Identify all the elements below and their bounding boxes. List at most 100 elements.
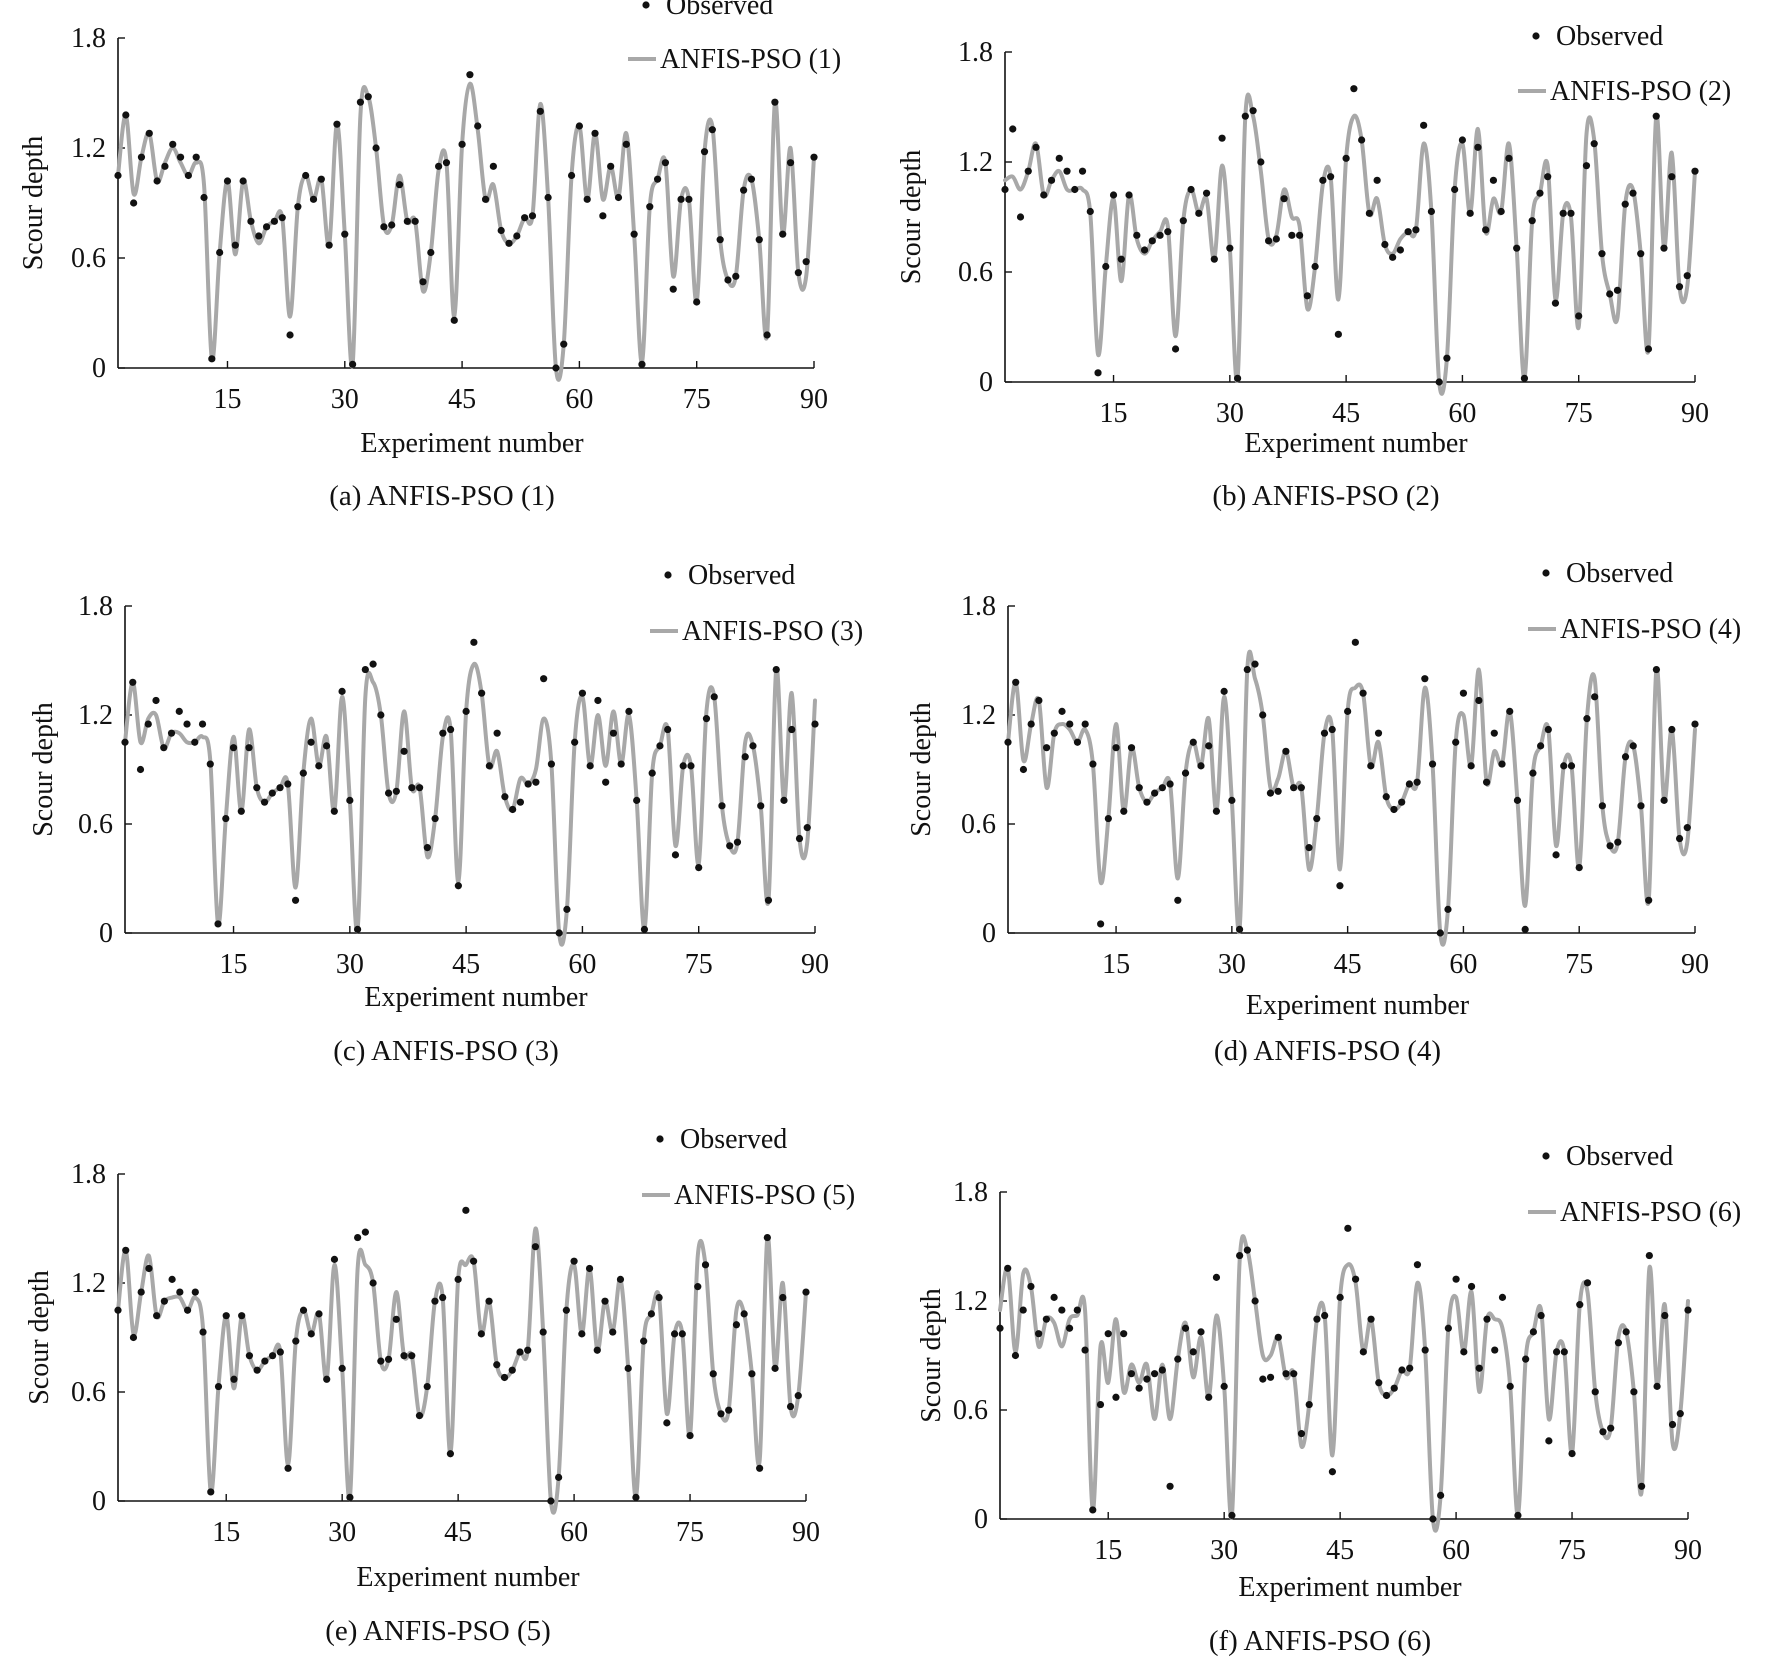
observed-point xyxy=(1202,189,1211,197)
observed-point xyxy=(1086,207,1094,216)
observed-point xyxy=(1228,1511,1236,1519)
observed-point xyxy=(191,1288,199,1296)
observed-point xyxy=(788,725,796,734)
observed-point xyxy=(377,711,385,719)
observed-point xyxy=(780,796,788,804)
observed-point xyxy=(539,1328,547,1336)
observed-point xyxy=(585,1264,594,1273)
y-tick-label: 1.2 xyxy=(71,133,106,164)
observed-point xyxy=(1576,1301,1584,1309)
observed-point xyxy=(591,129,599,137)
observed-point xyxy=(1040,191,1048,199)
observed-point xyxy=(442,159,451,167)
observed-point xyxy=(239,177,247,185)
observed-point xyxy=(1607,1424,1615,1432)
observed-point xyxy=(1390,1384,1398,1392)
observed-point xyxy=(214,920,222,928)
x-tick-label: 60 xyxy=(568,949,596,980)
observed-point xyxy=(755,236,763,244)
observed-point xyxy=(439,729,447,737)
observed-point xyxy=(678,1330,686,1338)
observed-point xyxy=(1342,154,1350,162)
observed-point xyxy=(1174,1355,1182,1363)
observed-point xyxy=(1661,1311,1669,1320)
observed-point xyxy=(1544,725,1552,734)
observed-point xyxy=(1622,1328,1630,1336)
observed-point xyxy=(1660,244,1668,252)
observed-point xyxy=(661,159,670,167)
observed-point xyxy=(1296,231,1304,239)
legend-predicted-label: ANFIS-PSO (2) xyxy=(1550,76,1731,107)
x-tick-label: 60 xyxy=(565,384,593,415)
observed-point xyxy=(516,798,524,806)
panel-caption: (a) ANFIS-PSO (1) xyxy=(329,480,555,512)
observed-point xyxy=(602,778,610,786)
x-tick-label: 45 xyxy=(1334,949,1362,980)
x-axis-title: Experiment number xyxy=(356,1562,580,1593)
observed-point xyxy=(622,140,630,148)
observed-point xyxy=(317,175,325,183)
observed-point xyxy=(1058,707,1066,715)
observed-point xyxy=(513,232,521,240)
observed-point xyxy=(710,693,718,701)
observed-point xyxy=(575,122,583,130)
observed-point xyxy=(1606,842,1614,850)
observed-point xyxy=(1396,246,1404,254)
observed-point xyxy=(1127,1370,1136,1378)
observed-point xyxy=(315,1310,323,1318)
observed-point xyxy=(1019,765,1028,774)
observed-point xyxy=(1164,228,1172,236)
observed-point xyxy=(214,1382,223,1391)
observed-point xyxy=(1613,286,1622,294)
observed-point xyxy=(458,140,466,148)
observed-point xyxy=(1151,1370,1159,1378)
y-tick-label: 0.6 xyxy=(78,809,113,840)
observed-point xyxy=(454,882,462,890)
observed-point xyxy=(261,1357,269,1365)
observed-point xyxy=(757,802,765,810)
observed-point xyxy=(1290,784,1298,792)
observed-point xyxy=(1226,244,1234,252)
observed-point xyxy=(1413,1261,1422,1269)
observed-point xyxy=(485,762,493,770)
observed-point xyxy=(1109,191,1118,199)
observed-point xyxy=(524,780,532,788)
observed-point xyxy=(771,98,779,106)
observed-point xyxy=(1351,638,1359,646)
observed-point xyxy=(748,1370,756,1378)
observed-point xyxy=(1251,1297,1259,1305)
observed-point xyxy=(1498,760,1506,768)
observed-point xyxy=(1327,173,1335,181)
observed-point xyxy=(647,1310,655,1318)
observed-point xyxy=(1148,237,1156,245)
observed-point xyxy=(1460,1348,1468,1356)
observed-point xyxy=(724,276,732,284)
observed-point xyxy=(1590,140,1598,148)
observed-point xyxy=(1637,802,1645,810)
observed-point xyxy=(763,1233,771,1242)
y-tick-label: 1.2 xyxy=(958,147,993,178)
observed-point xyxy=(1552,1348,1561,1356)
observed-point xyxy=(578,689,587,697)
x-tick-label: 30 xyxy=(1210,1535,1238,1566)
observed-point xyxy=(749,742,757,750)
observed-point xyxy=(1660,796,1668,804)
observed-point xyxy=(1444,1324,1452,1332)
observed-point xyxy=(1398,798,1406,806)
observed-point xyxy=(1102,262,1110,271)
observed-point xyxy=(309,195,318,203)
observed-point xyxy=(346,1493,354,1501)
observed-point xyxy=(208,355,216,363)
observed-point xyxy=(1042,744,1051,752)
observed-point xyxy=(245,744,253,752)
legend-observed-marker xyxy=(642,1,650,9)
observed-point xyxy=(1305,1400,1313,1409)
legend-predicted-label: ANFIS-PSO (6) xyxy=(1560,1197,1741,1228)
x-tick-label: 45 xyxy=(1326,1535,1354,1566)
observed-point xyxy=(1249,107,1257,115)
observed-point xyxy=(427,248,435,257)
observed-point xyxy=(560,340,568,348)
observed-point xyxy=(392,1315,400,1323)
y-tick-label: 0.6 xyxy=(71,243,106,274)
observed-point xyxy=(1350,85,1358,93)
